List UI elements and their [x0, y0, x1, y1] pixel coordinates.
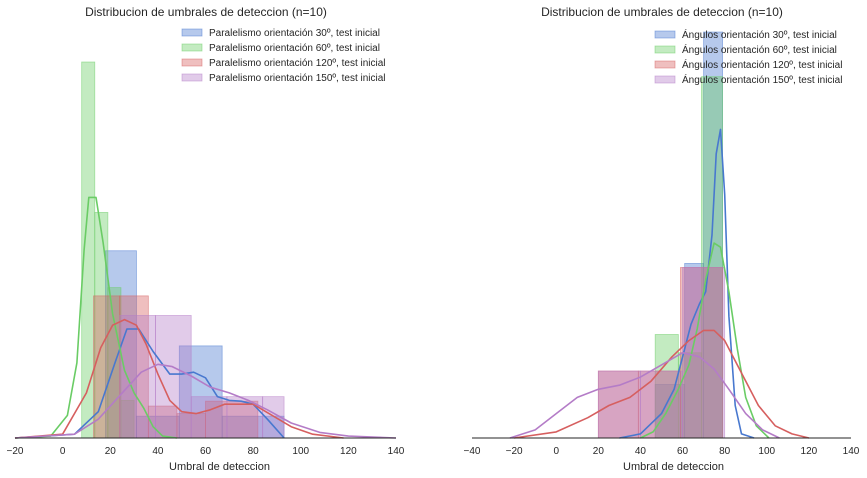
kde-line-series-4 [509, 351, 780, 439]
x-axis-label: Umbral de deteccion [169, 461, 270, 473]
x-tick-label: 120 [340, 446, 357, 457]
x-tick-label: 80 [719, 446, 731, 457]
legend-swatch [181, 43, 203, 52]
x-tick-label: −20 [506, 446, 523, 457]
legend-swatch [654, 30, 676, 39]
chart-title: Distribucion de umbrales de deteccion (n… [541, 5, 783, 19]
x-tick-label: −40 [464, 446, 481, 457]
legend: Paralelismo orientación 30º, test inicia… [181, 28, 386, 84]
legend-label: Paralelismo orientación 150º, test inici… [209, 73, 386, 84]
legend-label: Paralelismo orientación 60º, test inicia… [209, 43, 380, 54]
kde-line-series-2 [640, 242, 770, 439]
legend-swatch [181, 58, 203, 67]
legend-swatch [181, 28, 203, 37]
legend-label: Ángulos orientación 120º, test inicial [682, 58, 842, 71]
chart-panel-2: Distribucion de umbrales de deteccion (n… [464, 5, 860, 473]
legend-swatch [654, 60, 676, 69]
legend-label: Ángulos orientación 150º, test inicial [682, 73, 842, 86]
series-4-bars [119, 315, 285, 439]
histogram-bar [93, 295, 121, 439]
x-tick-label: 140 [388, 446, 405, 457]
x-tick-label: 20 [105, 446, 117, 457]
kde-line-series-4 [14, 363, 397, 439]
legend-label: Paralelismo orientación 30º, test inicia… [209, 28, 380, 39]
kde-line-series-3 [513, 329, 810, 439]
histogram-bar [190, 396, 228, 439]
chart-title: Distribucion de umbrales de deteccion (n… [85, 5, 327, 19]
legend-label: Paralelismo orientación 120º, test inici… [209, 58, 386, 69]
x-tick-label: 20 [593, 446, 605, 457]
legend-label: Ángulos orientación 60º, test inicial [682, 43, 837, 56]
x-tick-label: 120 [801, 446, 818, 457]
series-1-bars [654, 31, 723, 439]
chart-panel-1: Distribucion de umbrales de deteccion (n… [7, 5, 405, 473]
histogram-bar [680, 267, 723, 439]
legend-swatch [654, 45, 676, 54]
kde-line-series-2 [14, 196, 178, 439]
histogram-bar [205, 400, 259, 439]
x-tick-label: −20 [7, 446, 24, 457]
x-tick-label: 40 [152, 446, 164, 457]
kde-line-series-3 [14, 318, 344, 439]
legend: Ángulos orientación 30º, test inicial Áng… [654, 28, 842, 86]
legend-label: Ángulos orientación 30º, test inicial [682, 28, 837, 41]
histogram-bar [637, 370, 681, 439]
x-tick-label: 80 [248, 446, 260, 457]
x-tick-label: 0 [60, 446, 66, 457]
x-tick-label: 100 [292, 446, 309, 457]
x-tick-label: 140 [843, 446, 860, 457]
legend-swatch [181, 73, 203, 82]
kde-line-series-1 [14, 328, 285, 439]
histogram-bar [155, 315, 192, 439]
x-axis-label: Umbral de deteccion [623, 461, 724, 473]
x-tick-label: 60 [200, 446, 212, 457]
histogram-bar [597, 370, 641, 439]
x-tick-label: 100 [758, 446, 775, 457]
x-tick-label: 60 [677, 446, 689, 457]
x-tick-label: 0 [553, 446, 559, 457]
x-tick-label: 40 [635, 446, 647, 457]
series-3-bars [597, 267, 723, 439]
legend-swatch [654, 75, 676, 84]
histogram-bar [597, 370, 639, 439]
